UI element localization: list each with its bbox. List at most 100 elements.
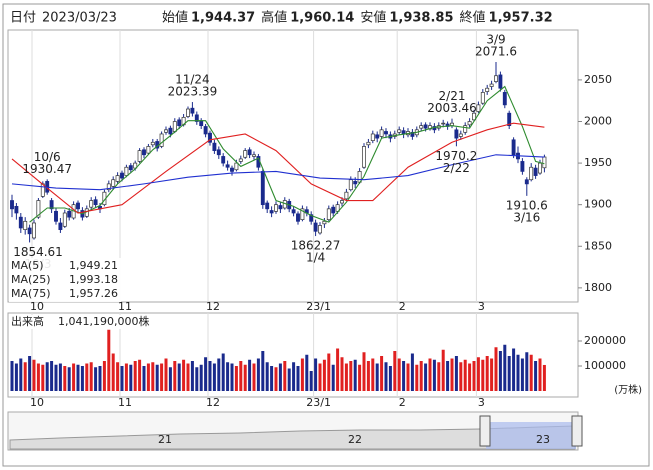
volume-bar (45, 362, 49, 391)
volume-bar (102, 361, 106, 391)
volume-bar (331, 364, 335, 391)
volume-bar (252, 363, 256, 391)
navigator-label: 22 (348, 433, 362, 446)
volume-bar (160, 363, 164, 391)
candle-body (278, 205, 283, 210)
volume-bar (85, 363, 89, 391)
volume-bar (371, 358, 375, 391)
candle-body (498, 74, 503, 89)
volume-bar (63, 366, 67, 391)
volume-bar (36, 363, 40, 391)
volume-bar (199, 364, 203, 391)
y-tick-label: 1900 (584, 198, 612, 211)
volume-bar (485, 356, 489, 391)
volume-bar (380, 356, 384, 391)
volume-bar (459, 362, 463, 391)
volume-bar (437, 362, 441, 391)
navigator-handle-right[interactable] (571, 415, 583, 447)
candle-body (362, 146, 366, 168)
annotation-value: 2023.39 (168, 85, 218, 99)
candle-body (18, 216, 23, 229)
volume-bar (274, 367, 278, 391)
y-tick-label: 2000 (584, 114, 612, 127)
candle-body (419, 125, 424, 129)
volume-bar (94, 367, 98, 391)
ohlc-name: 高値 (261, 10, 287, 26)
volume-bar (80, 366, 84, 391)
ohlc-value: 1,938.85 (389, 11, 453, 26)
volume-bar (248, 359, 252, 391)
volume-bar (287, 368, 291, 391)
volume-bar (142, 366, 146, 391)
volume-bar (19, 358, 23, 391)
volume-bar (327, 353, 331, 391)
candle-body (186, 108, 190, 117)
volume-bar (300, 358, 304, 391)
volume-bar (230, 363, 234, 391)
candle-body (58, 222, 63, 230)
annotation-value: 2003.46 (427, 101, 477, 115)
date: 2023/03/23 (42, 11, 117, 26)
volume-bar (226, 362, 230, 391)
volume-bar (432, 359, 436, 391)
annotation-value: 1854.61 (13, 245, 63, 259)
candle-body (340, 200, 344, 204)
candle-body (309, 214, 314, 222)
price-panel (7, 29, 579, 303)
volume-bar (340, 357, 344, 391)
candle-body (480, 92, 485, 104)
volume-bar (234, 366, 238, 391)
y-tick-label: 100000 (584, 359, 626, 372)
volume-bar (28, 356, 32, 391)
volume-bar (419, 361, 423, 391)
candle-body (54, 210, 58, 222)
candle-body (384, 131, 388, 135)
y-tick-label: 200000 (584, 334, 626, 347)
volume-bar (446, 361, 450, 391)
navigator-handle-left[interactable] (479, 415, 491, 447)
candle-body (335, 204, 340, 212)
navigator-label: 21 (158, 433, 172, 446)
candle-body (348, 179, 353, 191)
volume-bar (538, 358, 542, 391)
volume-panel (7, 312, 579, 398)
y-tick-label: 1800 (584, 281, 612, 294)
volume-bar (336, 348, 340, 391)
candle-body (375, 134, 380, 139)
navigator-window[interactable] (486, 422, 576, 449)
volume-bar (283, 361, 287, 391)
candle-body (128, 165, 133, 171)
volume-bar (525, 352, 529, 391)
volume-bar (168, 367, 172, 391)
volume-bar (542, 364, 546, 391)
volume-bar (472, 361, 476, 391)
volume-bar (305, 354, 309, 391)
candle-body (260, 171, 265, 206)
volume-bar (76, 364, 80, 391)
volume-bar (72, 363, 76, 391)
volume-total: 1,041,190,000株 (58, 314, 149, 328)
volume-bar (454, 356, 458, 391)
candle-body (542, 156, 547, 169)
x-tick-label: 3 (478, 300, 485, 313)
volume-bar (516, 354, 520, 391)
candle-body (511, 139, 516, 156)
x-tick-label: 23/1 (306, 396, 331, 409)
volume-bar (164, 358, 168, 391)
annotation-value: 2071.6 (475, 44, 517, 58)
ohlc-value: 1,960.14 (290, 11, 354, 26)
volume-bar (116, 362, 120, 391)
candle-body (115, 175, 120, 182)
candle-body (423, 124, 428, 129)
volume-bar (177, 363, 181, 391)
candle-body (379, 129, 384, 137)
volume-bar (534, 361, 538, 391)
volume-bar (221, 353, 225, 391)
candle-body (67, 210, 72, 218)
candle-body (344, 191, 349, 200)
y-tick-label: 1850 (584, 239, 612, 252)
legend-bg (9, 258, 121, 302)
candle-body (221, 156, 226, 164)
candle-body (199, 120, 204, 127)
